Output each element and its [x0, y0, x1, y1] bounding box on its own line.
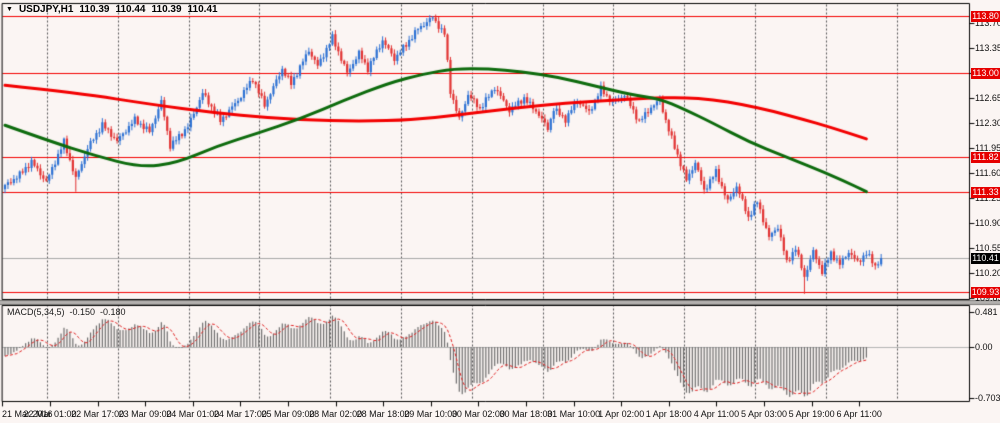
price-level-badge: 111.33 [971, 186, 1000, 198]
price-level-badge: 113.00 [971, 67, 1000, 79]
time-tick-label: 24 Mar 17:00 [213, 409, 267, 419]
price-tick-label: 111.25 [975, 193, 1000, 204]
macd-indicator-label: MACD(5,34,5) -0.150 -0.180 [7, 307, 126, 317]
time-tick-label: 1 Apr 18:00 [645, 409, 692, 419]
symbol-label: USDJPY,H1 [18, 4, 74, 15]
time-tick-label: 31 Mar 10:00 [547, 409, 601, 419]
price-tick-label: 110.55 [975, 243, 1000, 254]
time-tick-label: 28 Mar 02:00 [309, 409, 363, 419]
time-tick-label: 6 Apr 11:00 [836, 409, 882, 419]
ohlc-header: ▼ USDJPY,H1 110.39 110.44 110.39 110.41 [6, 4, 218, 15]
time-tick-label: 22 Mar 17:00 [71, 409, 125, 419]
ohlc-high: 110.44 [115, 4, 146, 15]
price-tick-label: 113.70 [975, 18, 1000, 29]
price-level-badge: 109.93 [971, 286, 1000, 298]
price-level-badge: 111.82 [971, 151, 1000, 163]
ohlc-close: 110.41 [187, 4, 218, 15]
price-tick-label: 109.85 [975, 293, 1000, 304]
time-tick-label: 5 Apr 19:00 [788, 409, 835, 419]
price-tick-label: 112.65 [975, 93, 1000, 104]
price-tick-label: 113.35 [975, 43, 1000, 54]
macd-tick-label: 0.481 [975, 307, 998, 318]
macd-main-value: -0.150 [69, 307, 96, 317]
time-tick-label: 29 Mar 10:00 [404, 409, 458, 419]
current-price-badge: 110.41 [971, 252, 1000, 264]
price-tick-label: 110.90 [975, 218, 1000, 229]
time-tick-label: 28 Mar 18:00 [356, 409, 410, 419]
price-tick-label: 111.60 [975, 168, 1000, 179]
time-tick-label: 5 Apr 03:00 [740, 409, 788, 419]
time-tick-label: 4 Apr 11:00 [693, 409, 740, 419]
time-tick-label: 23 Mar 09:00 [118, 409, 172, 419]
macd-name: MACD(5,34,5) [7, 307, 65, 317]
ohlc-low: 110.39 [151, 4, 182, 15]
macd-tick-label: 0.00 [975, 342, 993, 352]
time-tick-label: 24 Mar 01:00 [166, 409, 220, 419]
symbol-caret-icon[interactable]: ▼ [6, 5, 13, 13]
time-tick-label: 25 Mar 09:00 [261, 409, 315, 419]
price-tick-label: 111.95 [975, 143, 1000, 154]
time-tick-label: 21 Mar 2016 [2, 409, 53, 419]
price-level-badge: 113.80 [971, 10, 1000, 22]
time-tick-label: 30 Mar 18:00 [499, 409, 553, 419]
macd-signal-value: -0.180 [100, 307, 126, 317]
ohlc-open: 110.39 [79, 4, 110, 15]
time-tick-label: 1 Apr 02:00 [598, 409, 645, 419]
time-tick-label: 30 Mar 02:00 [451, 409, 505, 419]
time-tick-label: 22 Mar 01:00 [23, 409, 77, 419]
price-tick-label: 110.20 [975, 268, 1000, 279]
price-tick-label: 112.30 [975, 118, 1000, 129]
macd-tick-label: -0.703 [975, 392, 1000, 403]
